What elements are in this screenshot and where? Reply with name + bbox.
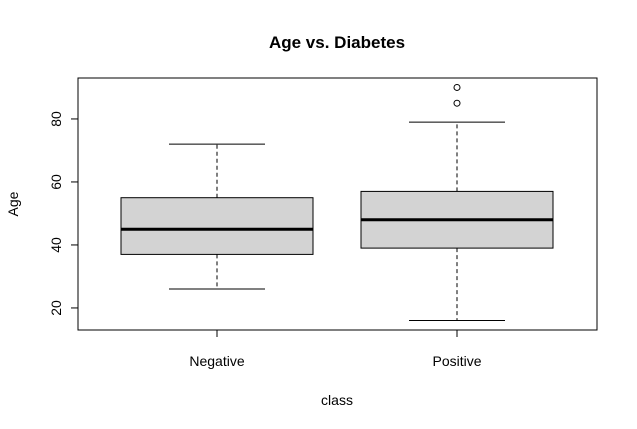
y-tick-label: 80 <box>48 111 64 127</box>
x-tick-label-negative: Negative <box>189 353 244 369</box>
box-positive <box>360 83 554 322</box>
x-axis-label: class <box>321 392 353 408</box>
y-tick-label: 60 <box>48 174 64 190</box>
chart-title: Age vs. Diabetes <box>269 33 405 52</box>
y-tick-label: 20 <box>48 300 64 316</box>
y-axis-label: Age <box>5 191 21 216</box>
x-tick-label-positive: Positive <box>432 353 481 369</box>
outlier-point <box>453 83 461 91</box>
box-negative <box>120 143 314 290</box>
y-tick-label: 40 <box>48 237 64 253</box>
iqr-box <box>120 197 314 255</box>
outlier-point <box>453 99 461 107</box>
x-axis: Negative Positive <box>189 330 482 369</box>
y-axis: 20 40 60 80 <box>48 111 79 316</box>
boxes-layer <box>120 83 554 322</box>
